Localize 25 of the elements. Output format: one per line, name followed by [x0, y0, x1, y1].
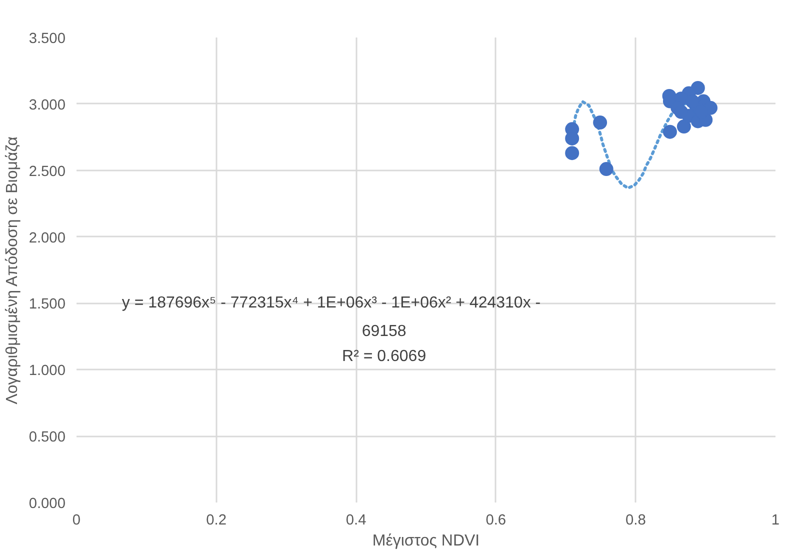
point [674, 104, 688, 119]
point [565, 146, 580, 160]
x-tick-label: 1 [771, 512, 780, 528]
y-tick-label: 1.000 [28, 363, 66, 380]
y-tick-label: 1.500 [28, 296, 66, 313]
x-tick-label: 0 [72, 512, 81, 528]
x-tick-label: 0.4 [346, 512, 366, 528]
annotation: y = 187696x⁵ - 772315x⁴ + 1E+06x³ - 1E+06x² + 424310x - 69158 [122, 294, 541, 340]
y-tick-label: 3.000 [28, 97, 66, 114]
x-tick-label: 0.2 [206, 512, 226, 528]
point [685, 94, 700, 108]
x-axis-title: Μέγιστος NDVI [372, 532, 480, 550]
y-tick-label: 2.000 [28, 230, 66, 246]
y-tick-label: 3.500 [28, 31, 66, 47]
point [676, 120, 691, 134]
y-tick-label: 2.500 [28, 164, 66, 180]
x-tick-label: 0.6 [486, 512, 506, 528]
x-tick-label: 0.8 [626, 512, 646, 528]
y-tick-label: 0.500 [28, 430, 66, 446]
point [662, 124, 677, 139]
y-axis-title: Λογαριθμισμένη Απόδοση σε Βιομάζα [4, 136, 21, 404]
point [593, 116, 608, 130]
y-tick-label: 0.000 [28, 496, 66, 512]
point [599, 162, 614, 176]
annotation: R² = 0.6069 [342, 348, 426, 365]
